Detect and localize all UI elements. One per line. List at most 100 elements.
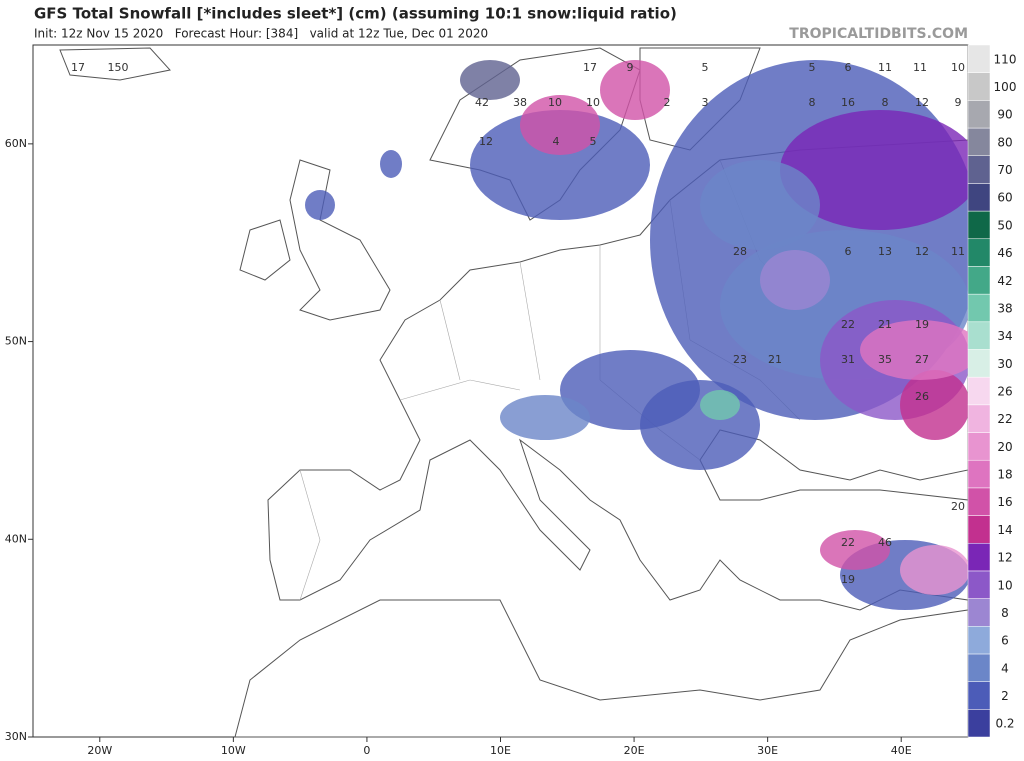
map-value-label: 9 <box>627 61 634 74</box>
snow-area <box>700 160 820 250</box>
map-value-label: 21 <box>878 318 892 331</box>
colorbar-label: 90 <box>997 108 1012 122</box>
colorbar-label: 2 <box>1001 689 1009 703</box>
snow-area <box>380 150 402 178</box>
colorbar-label: 80 <box>997 135 1012 149</box>
map-value-label: 35 <box>878 353 892 366</box>
colorbar-swatch <box>967 127 991 156</box>
map-value-label: 22 <box>841 318 855 331</box>
colorbar-swatch <box>967 598 991 627</box>
snow-area <box>640 380 760 470</box>
colorbar-swatch <box>967 404 991 433</box>
colorbar-label: 16 <box>997 495 1012 509</box>
map-value-label: 10 <box>548 96 562 109</box>
map-value-label: 13 <box>878 245 892 258</box>
map-value-label: 9 <box>955 96 962 109</box>
map-value-label: 19 <box>915 318 929 331</box>
colorbar-label: 100 <box>994 80 1017 94</box>
map-value-label: 10 <box>586 96 600 109</box>
map-value-label: 17 <box>583 61 597 74</box>
map-value-label: 46 <box>878 536 892 549</box>
snow-area <box>700 390 740 420</box>
snow-area <box>470 110 650 220</box>
colorbar-swatch <box>967 709 991 738</box>
colorbar-label: 42 <box>997 274 1012 288</box>
snow-area <box>900 545 970 595</box>
colorbar-label: 0.2 <box>995 717 1014 731</box>
colorbar-swatch <box>967 432 991 461</box>
colorbar-label: 6 <box>1001 634 1009 648</box>
colorbar-swatch <box>967 542 991 572</box>
x-tick-label: 40E <box>891 744 912 757</box>
colorbar-label: 60 <box>997 191 1012 205</box>
colorbar-swatch <box>967 376 991 406</box>
snow-area <box>760 250 830 310</box>
colorbar-label: 110 <box>994 52 1017 66</box>
map-value-label: 11 <box>878 61 892 74</box>
map-value-label: 2 <box>664 96 671 109</box>
x-tick-label: 30E <box>757 744 778 757</box>
map-value-label: 5 <box>702 61 709 74</box>
map-value-label: 6 <box>845 245 852 258</box>
colorbar-swatch <box>967 293 991 323</box>
snow-field <box>305 60 980 610</box>
x-tick-label: 0 <box>363 744 370 757</box>
snow-area <box>900 370 970 440</box>
colorbar-label: 30 <box>997 357 1012 371</box>
colorbar-swatch <box>967 653 991 682</box>
map-value-label: 23 <box>733 353 747 366</box>
land <box>234 599 969 738</box>
y-tick-label: 60N <box>5 137 27 150</box>
colorbar-swatch <box>967 210 991 240</box>
colorbar-swatch <box>967 570 991 599</box>
map-value-label: 8 <box>809 96 816 109</box>
map-value-label: 5 <box>590 135 597 148</box>
map-value-label: 28 <box>733 245 747 258</box>
map-value-label: 10 <box>951 61 965 74</box>
snow-area <box>780 110 980 230</box>
colorbar-label: 4 <box>1001 661 1009 675</box>
map-value-label: 20 <box>951 500 965 513</box>
map-value-label: 17 <box>71 61 85 74</box>
axes: 20W 10W 0 10E 20E 30E 40E 30N 40N 50N 60N <box>5 137 912 757</box>
colorbar-swatch <box>967 515 991 544</box>
snow-area <box>500 395 590 440</box>
colorbar-swatch <box>967 155 991 184</box>
land <box>239 219 291 281</box>
colorbar-label: 50 <box>997 218 1012 232</box>
colorbar-label: 14 <box>997 523 1012 537</box>
colorbar-label: 46 <box>997 246 1012 260</box>
colorbar-label: 12 <box>997 551 1012 565</box>
colorbar-swatch <box>967 349 991 378</box>
colorbar-swatch <box>967 681 991 710</box>
colorbar-label: 34 <box>997 329 1012 343</box>
colorbar-swatch <box>967 321 991 350</box>
colorbar-label: 8 <box>1001 606 1009 620</box>
map-value-label: 26 <box>915 390 929 403</box>
colorbar-swatch <box>967 487 991 516</box>
map-value-label: 12 <box>479 135 493 148</box>
map-value-label: 12 <box>915 245 929 258</box>
colorbar-swatch <box>967 459 991 489</box>
colorbar-label: 10 <box>997 578 1012 592</box>
colorbar-label: 20 <box>997 440 1012 454</box>
map-value-label: 5 <box>809 61 816 74</box>
colorbar-label: 70 <box>997 163 1012 177</box>
map-value-label: 150 <box>108 61 129 74</box>
map-value-label: 21 <box>768 353 782 366</box>
map-value-label: 31 <box>841 353 855 366</box>
x-tick-label: 20E <box>624 744 645 757</box>
map-value-label: 8 <box>882 96 889 109</box>
subtitle: Init: 12z Nov 15 2020 Forecast Hour: [38… <box>34 27 488 41</box>
colorbar-swatch <box>967 100 991 129</box>
snow-area <box>305 190 335 220</box>
map-value-label: 38 <box>513 96 527 109</box>
snow-area <box>520 95 600 155</box>
y-tick-label: 30N <box>5 730 27 743</box>
x-tick-label: 20W <box>87 744 112 757</box>
y-tick-label: 50N <box>5 335 27 348</box>
map-value-label: 16 <box>841 96 855 109</box>
